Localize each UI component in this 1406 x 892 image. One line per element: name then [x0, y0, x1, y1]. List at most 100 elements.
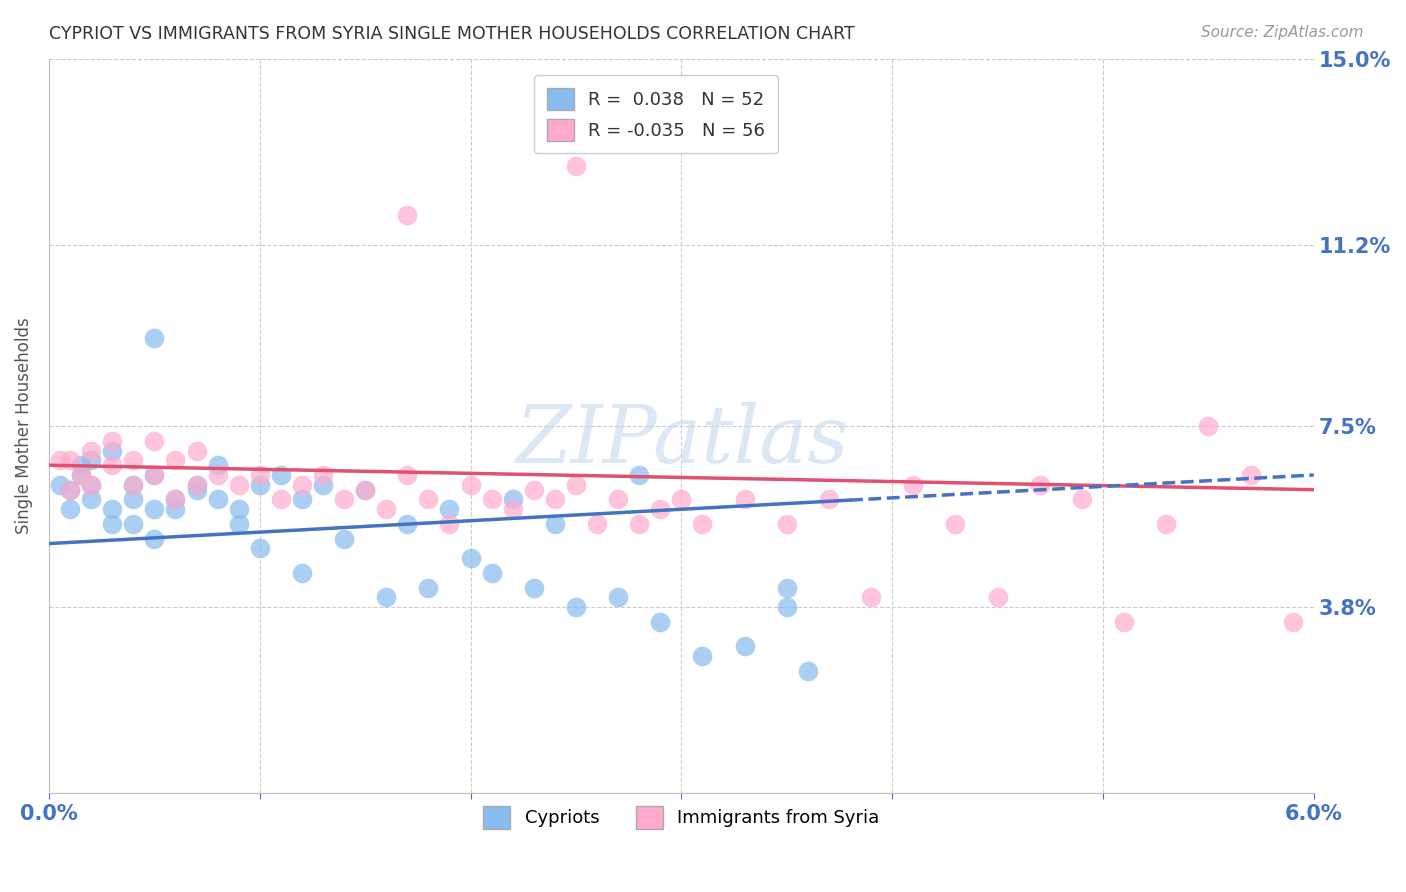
Point [354, 483, 377, 497]
Point [207, 458, 229, 473]
Point [987, 591, 1010, 605]
Point [143, 434, 166, 448]
Point [270, 492, 292, 507]
Point [143, 468, 166, 483]
Point [80, 477, 103, 491]
Point [418, 492, 440, 507]
Point [165, 492, 187, 507]
Point [565, 160, 588, 174]
Point [945, 516, 967, 531]
Point [776, 600, 799, 615]
Point [48, 453, 70, 467]
Point [165, 502, 187, 516]
Point [1112, 615, 1135, 629]
Point [333, 492, 356, 507]
Point [165, 492, 187, 507]
Point [101, 502, 124, 516]
Point [59, 483, 82, 497]
Point [354, 483, 377, 497]
Point [375, 502, 398, 516]
Point [1154, 516, 1177, 531]
Point [396, 516, 419, 531]
Point [122, 516, 145, 531]
Point [69, 468, 91, 483]
Point [607, 492, 630, 507]
Text: ZIPatlas: ZIPatlas [515, 402, 848, 480]
Point [122, 453, 145, 467]
Point [80, 443, 103, 458]
Point [565, 477, 588, 491]
Point [143, 502, 166, 516]
Point [249, 477, 271, 491]
Point [69, 458, 91, 473]
Point [80, 453, 103, 467]
Point [692, 516, 714, 531]
Point [396, 468, 419, 483]
Point [122, 477, 145, 491]
Text: CYPRIOT VS IMMIGRANTS FROM SYRIA SINGLE MOTHER HOUSEHOLDS CORRELATION CHART: CYPRIOT VS IMMIGRANTS FROM SYRIA SINGLE … [49, 25, 855, 43]
Point [1239, 468, 1261, 483]
Point [122, 477, 145, 491]
Point [1028, 477, 1050, 491]
Point [818, 492, 841, 507]
Point [628, 468, 651, 483]
Point [228, 477, 250, 491]
Point [249, 541, 271, 556]
Point [165, 453, 187, 467]
Point [69, 468, 91, 483]
Point [586, 516, 609, 531]
Point [59, 483, 82, 497]
Point [101, 458, 124, 473]
Point [439, 502, 461, 516]
Point [396, 208, 419, 222]
Point [460, 477, 482, 491]
Point [650, 615, 672, 629]
Point [628, 516, 651, 531]
Point [776, 516, 799, 531]
Point [418, 581, 440, 595]
Point [734, 640, 756, 654]
Point [692, 649, 714, 664]
Point [671, 492, 693, 507]
Point [186, 443, 208, 458]
Point [101, 443, 124, 458]
Point [122, 492, 145, 507]
Point [460, 551, 482, 566]
Y-axis label: Single Mother Households: Single Mother Households [15, 318, 32, 534]
Point [80, 477, 103, 491]
Point [228, 516, 250, 531]
Point [439, 516, 461, 531]
Point [48, 477, 70, 491]
Point [270, 468, 292, 483]
Point [207, 492, 229, 507]
Point [186, 477, 208, 491]
Point [291, 477, 314, 491]
Point [143, 532, 166, 546]
Point [502, 502, 524, 516]
Point [59, 502, 82, 516]
Point [797, 664, 820, 678]
Text: Source: ZipAtlas.com: Source: ZipAtlas.com [1201, 25, 1364, 40]
Point [1070, 492, 1092, 507]
Point [1197, 419, 1219, 434]
Point [860, 591, 883, 605]
Point [734, 492, 756, 507]
Point [481, 492, 503, 507]
Point [650, 502, 672, 516]
Point [544, 516, 567, 531]
Point [312, 468, 335, 483]
Point [776, 581, 799, 595]
Point [481, 566, 503, 580]
Legend: Cypriots, Immigrants from Syria: Cypriots, Immigrants from Syria [477, 799, 887, 836]
Point [291, 492, 314, 507]
Point [903, 477, 925, 491]
Point [59, 453, 82, 467]
Point [101, 516, 124, 531]
Point [143, 468, 166, 483]
Point [312, 477, 335, 491]
Point [1281, 615, 1303, 629]
Point [544, 492, 567, 507]
Point [502, 492, 524, 507]
Point [565, 600, 588, 615]
Point [228, 502, 250, 516]
